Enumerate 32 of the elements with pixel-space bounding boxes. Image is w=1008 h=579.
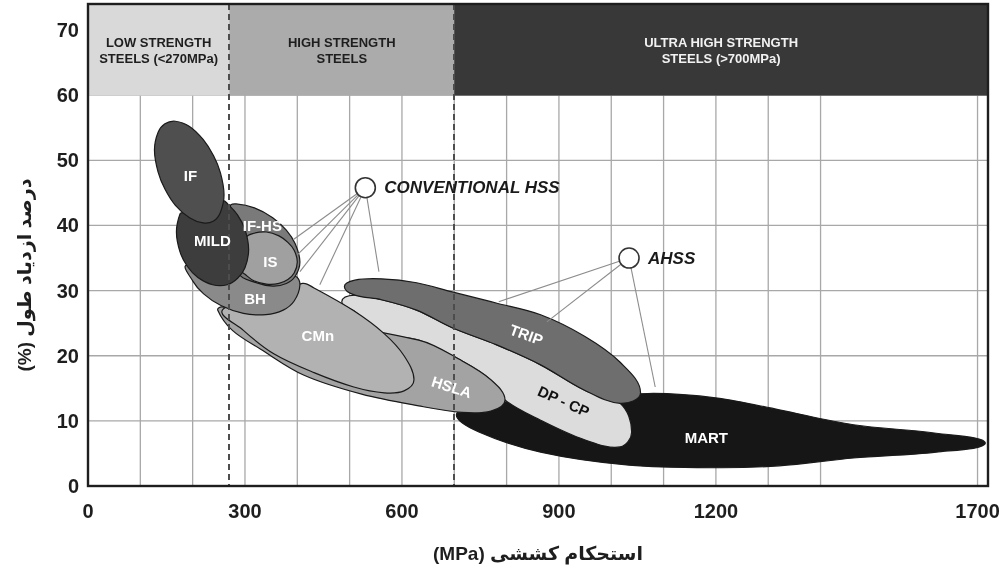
y-tick-label: 10 [56, 409, 79, 432]
x-tick-label: 1200 [693, 500, 739, 522]
annotation: AHSS [647, 248, 696, 268]
series-label: MART [684, 428, 729, 446]
y-tick-label: 70 [56, 19, 79, 42]
x-tick-label: 600 [385, 500, 419, 522]
band-label: ULTRA HIGH STRENGTH STEELS (>700MPa) [644, 34, 799, 66]
y-axis-title: درصد ازدیاد طول (%) [13, 178, 36, 372]
y-tick-label: 30 [56, 279, 79, 302]
band-label: LOW STRENGTH STEELS (<270MPa) [99, 34, 219, 66]
y-tick-label: 60 [56, 84, 79, 107]
annotation: AHSS [618, 247, 696, 269]
x-tick-label: 300 [228, 500, 262, 522]
series-label: CMn [301, 326, 335, 344]
x-tick-label: 0 [82, 500, 94, 522]
series-label: IS [263, 253, 278, 271]
series-label: HSLA [429, 372, 474, 402]
x-axis-title: استحکام کششی (MPa) [433, 542, 643, 565]
annotation: CONVENTIONAL HSS [384, 178, 561, 198]
series-label: IF [183, 166, 198, 184]
band-label: HIGH STRENGTH STEELS [287, 34, 396, 66]
x-tick-label: 900 [542, 500, 576, 522]
annotation: CONVENTIONAL HSS [354, 176, 560, 199]
series-label: DP - CP [535, 382, 593, 421]
series-label: TRIP [507, 320, 546, 349]
series-label: MILD [194, 232, 231, 250]
series-label: BH [244, 290, 266, 308]
y-tick-label: 20 [56, 344, 79, 367]
y-tick-label: 50 [56, 149, 79, 172]
y-tick-label: 40 [56, 214, 79, 237]
y-tick-label: 0 [67, 475, 79, 497]
x-tick-label: 1700 [955, 500, 1000, 522]
